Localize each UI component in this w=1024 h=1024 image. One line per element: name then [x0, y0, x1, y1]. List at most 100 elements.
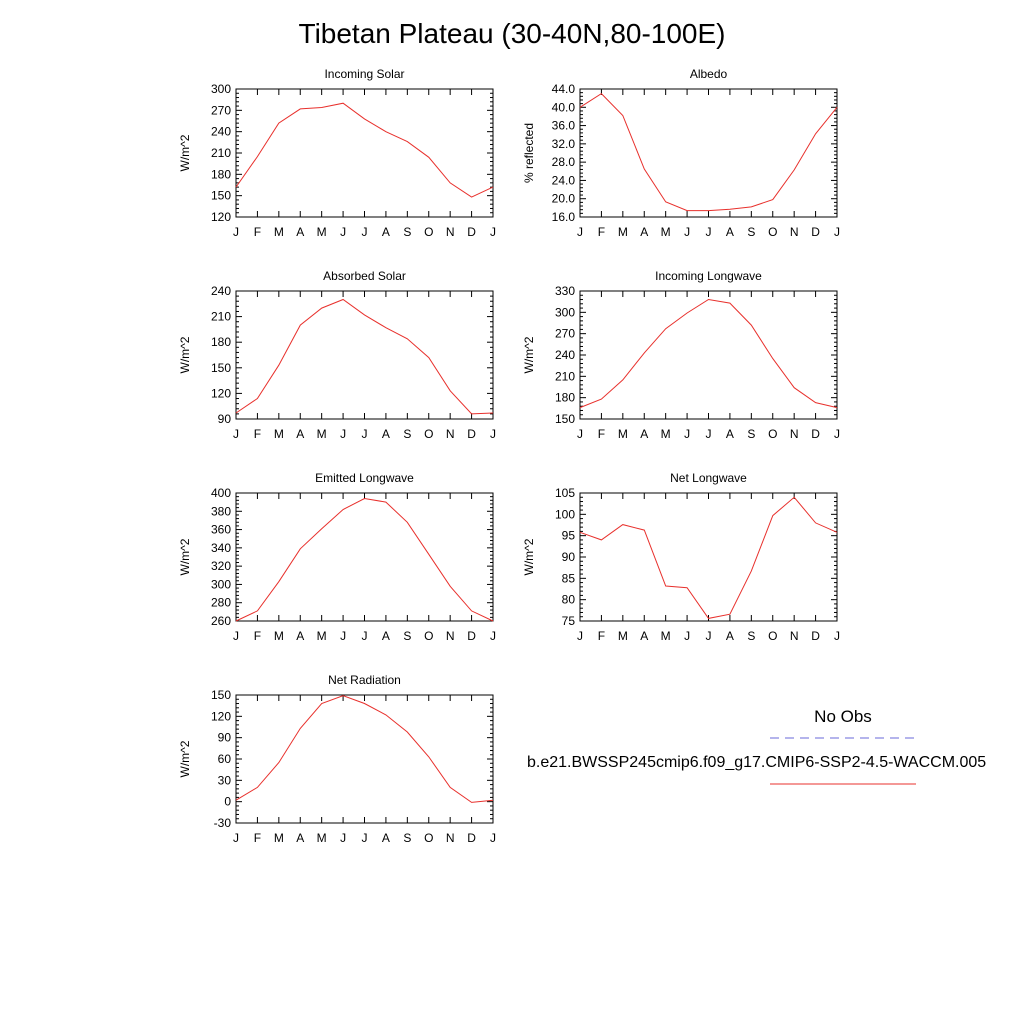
- x-tick-label: J: [834, 427, 840, 441]
- y-axis-label: W/m^2: [522, 538, 536, 575]
- x-tick-label: M: [274, 629, 284, 643]
- x-tick-label: J: [490, 831, 496, 845]
- y-tick-label: 105: [555, 486, 575, 500]
- y-tick-label: 80: [562, 593, 576, 607]
- y-axis-label: W/m^2: [178, 740, 192, 777]
- x-tick-label: A: [382, 427, 390, 441]
- x-tick-label: D: [467, 427, 476, 441]
- x-tick-label: N: [446, 427, 455, 441]
- x-tick-label: J: [577, 225, 583, 239]
- x-tick-label: O: [768, 629, 777, 643]
- y-tick-label: 320: [211, 559, 231, 573]
- legend-obs-label: No Obs: [814, 707, 872, 726]
- chart-panel-0: Incoming Solar W/m^2 120 150 180 210 240 270 300…: [178, 67, 496, 239]
- panels: Incoming SolarW/m^2120150180210240270300…: [178, 67, 840, 845]
- x-tick-label: A: [296, 831, 304, 845]
- x-tick-label: D: [811, 225, 820, 239]
- plot-frame: [235, 88, 494, 218]
- x-tick-label: A: [640, 427, 648, 441]
- x-tick-label: J: [233, 831, 239, 845]
- x-tick-label: S: [403, 629, 411, 643]
- page-title: Tibetan Plateau (30-40N,80-100E): [298, 18, 726, 49]
- series-line: [235, 298, 494, 415]
- x-tick-label: J: [340, 225, 346, 239]
- x-tick-label: D: [467, 629, 476, 643]
- x-tick-label: S: [403, 831, 411, 845]
- x-tick-label: M: [317, 831, 327, 845]
- y-tick-label: 260: [211, 614, 231, 628]
- x-tick-label: N: [446, 225, 455, 239]
- x-tick-label: M: [661, 629, 671, 643]
- x-tick-label: J: [834, 629, 840, 643]
- x-tick-label: S: [747, 225, 755, 239]
- x-tick-label: J: [706, 225, 712, 239]
- x-tick-label: M: [274, 225, 284, 239]
- y-tick-label: 240: [555, 348, 575, 362]
- x-tick-label: A: [382, 225, 390, 239]
- y-tick-label: 95: [562, 529, 576, 543]
- y-axis-label: W/m^2: [178, 538, 192, 575]
- y-tick-label: 400: [211, 486, 231, 500]
- x-tick-label: N: [446, 831, 455, 845]
- x-tick-label: O: [768, 225, 777, 239]
- y-tick-label: 85: [562, 571, 576, 585]
- x-tick-label: D: [467, 225, 476, 239]
- x-tick-label: F: [598, 427, 605, 441]
- y-tick-label: 280: [211, 596, 231, 610]
- x-tick-label: O: [424, 831, 433, 845]
- plot-frame: [579, 88, 838, 218]
- x-tick-label: M: [618, 629, 628, 643]
- x-tick-label: F: [254, 225, 261, 239]
- y-tick-label: 44.0: [552, 82, 576, 96]
- x-tick-label: A: [640, 225, 648, 239]
- y-tick-label: 100: [555, 507, 575, 521]
- x-tick-label: O: [768, 427, 777, 441]
- y-tick-label: 300: [555, 305, 575, 319]
- y-tick-label: 120: [211, 210, 231, 224]
- plot-frame: [235, 492, 494, 622]
- x-tick-label: J: [490, 629, 496, 643]
- x-tick-label: A: [296, 629, 304, 643]
- y-tick-label: 380: [211, 504, 231, 518]
- x-tick-label: M: [618, 427, 628, 441]
- legend: No Obs b.e21.BWSSP245cmip6.f09_g17.CMIP6…: [527, 707, 986, 785]
- y-tick-label: 150: [555, 412, 575, 426]
- x-tick-label: D: [811, 629, 820, 643]
- y-tick-label: 24.0: [552, 173, 576, 187]
- x-tick-label: J: [706, 629, 712, 643]
- chart-title: Albedo: [690, 67, 728, 81]
- chart-title: Absorbed Solar: [323, 269, 406, 283]
- x-tick-label: M: [317, 225, 327, 239]
- x-tick-label: A: [296, 225, 304, 239]
- series-line: [235, 102, 494, 198]
- y-axis-label: W/m^2: [522, 336, 536, 373]
- x-tick-label: O: [424, 225, 433, 239]
- x-tick-label: M: [661, 427, 671, 441]
- y-tick-label: 180: [555, 391, 575, 405]
- y-tick-label: 360: [211, 523, 231, 537]
- y-tick-label: 30: [218, 773, 232, 787]
- y-tick-label: 0: [224, 795, 231, 809]
- x-tick-label: F: [254, 629, 261, 643]
- y-tick-label: 340: [211, 541, 231, 555]
- y-tick-label: 270: [211, 103, 231, 117]
- y-tick-label: -30: [214, 816, 232, 830]
- x-tick-label: M: [317, 629, 327, 643]
- x-tick-label: A: [640, 629, 648, 643]
- x-tick-label: O: [424, 629, 433, 643]
- x-tick-label: J: [340, 427, 346, 441]
- x-tick-label: M: [317, 427, 327, 441]
- y-tick-label: 60: [218, 752, 232, 766]
- x-tick-label: N: [790, 427, 799, 441]
- x-tick-label: J: [684, 629, 690, 643]
- x-tick-label: S: [403, 225, 411, 239]
- y-tick-label: 300: [211, 82, 231, 96]
- x-tick-label: J: [490, 225, 496, 239]
- series-line: [235, 695, 494, 803]
- x-tick-label: J: [362, 225, 368, 239]
- y-tick-label: 90: [562, 550, 576, 564]
- y-tick-label: 240: [211, 284, 231, 298]
- chart-title: Net Radiation: [328, 673, 401, 687]
